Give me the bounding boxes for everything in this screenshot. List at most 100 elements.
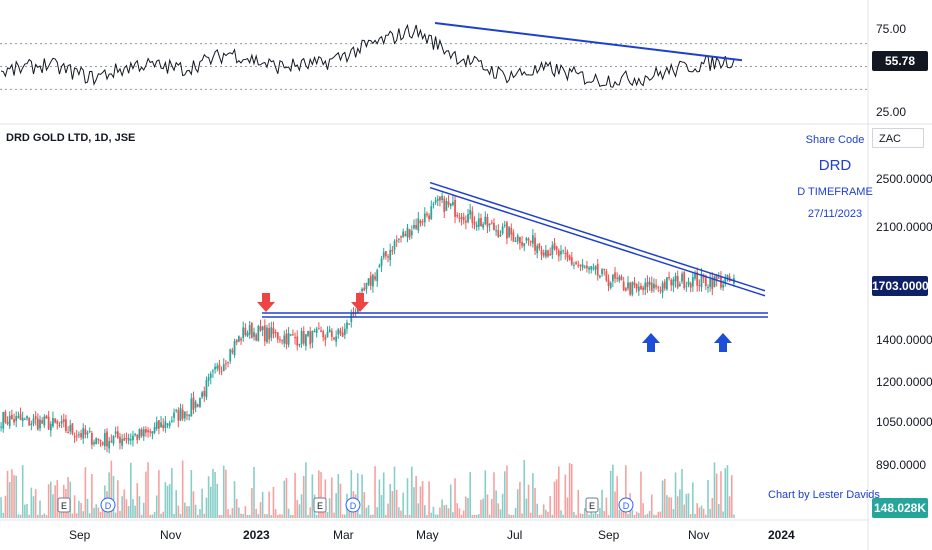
candle-body xyxy=(43,416,46,426)
volume-bar xyxy=(140,514,143,518)
volume-tag: 148.028K xyxy=(872,498,928,518)
volume-bar xyxy=(257,514,260,518)
volume-bar xyxy=(6,470,9,518)
candle-body xyxy=(365,282,368,289)
earnings-marker xyxy=(313,497,327,513)
volume-bar xyxy=(434,514,437,518)
candle-body xyxy=(642,287,645,291)
candle-body xyxy=(298,344,301,346)
candle-body xyxy=(406,227,409,238)
volume-bar xyxy=(47,484,50,518)
volume-bar xyxy=(50,481,52,518)
volume-bar xyxy=(119,510,121,518)
candle-body xyxy=(646,281,649,288)
volume-bar xyxy=(653,514,655,518)
candle-body xyxy=(201,392,204,398)
volume-bar xyxy=(8,482,11,518)
candle-body xyxy=(145,429,147,433)
candle-body xyxy=(410,230,413,236)
candle-body xyxy=(486,216,489,227)
currency-selector[interactable]: ZAC xyxy=(872,128,924,148)
candle-body xyxy=(521,242,523,246)
volume-bar xyxy=(523,460,526,518)
candle-body xyxy=(65,419,67,432)
candle-body xyxy=(635,283,638,289)
candle-body xyxy=(477,218,480,227)
candle-body xyxy=(523,243,526,247)
candle-body xyxy=(222,364,225,372)
volume-bar xyxy=(158,470,160,518)
candle-body xyxy=(330,330,333,337)
volume-bar xyxy=(11,469,13,518)
volume-bar xyxy=(307,514,309,518)
volume-bar xyxy=(612,464,614,518)
volume-bar xyxy=(194,504,197,518)
volume-bar xyxy=(473,514,476,518)
candle-body xyxy=(125,438,128,440)
candle-body xyxy=(309,331,312,345)
volume-bar xyxy=(328,498,331,518)
candle-body xyxy=(644,282,647,290)
candle-body xyxy=(668,276,670,279)
price-tick-2100: 2100.0000 xyxy=(876,220,932,234)
candle-body xyxy=(493,222,495,230)
volume-bar xyxy=(341,514,344,518)
candle-body xyxy=(419,220,422,224)
volume-bar xyxy=(322,509,324,518)
candle-body xyxy=(304,334,307,346)
candle-body xyxy=(661,283,664,293)
candle-body xyxy=(276,332,279,340)
volume-bar xyxy=(566,497,569,518)
candle-body xyxy=(441,195,443,200)
volume-bar xyxy=(432,506,435,518)
dividend-marker xyxy=(100,497,116,513)
candle-body xyxy=(164,421,167,429)
candle-body xyxy=(387,256,389,258)
volume-bar xyxy=(186,506,188,518)
candle-body xyxy=(6,421,9,424)
candle-body xyxy=(557,250,560,257)
symbol-title: DRD GOLD LTD, 1D, JSE xyxy=(6,132,136,144)
candle-body xyxy=(573,264,575,266)
volume-bar xyxy=(225,469,227,518)
volume-bar xyxy=(547,511,549,518)
candle-body xyxy=(23,418,26,420)
volume-bar xyxy=(709,508,711,518)
volume-bar xyxy=(171,468,173,518)
volume-bar xyxy=(344,514,346,518)
volume-bar xyxy=(54,485,56,518)
volume-bar xyxy=(350,470,353,518)
volume-bar xyxy=(216,484,219,518)
volume-bar xyxy=(436,514,439,518)
candle-body xyxy=(242,327,245,339)
candle-body xyxy=(590,266,593,270)
candle-body xyxy=(123,437,126,441)
candle-body xyxy=(445,201,448,211)
volume-bar xyxy=(298,504,301,518)
volume-bar xyxy=(270,514,273,518)
candle-body xyxy=(103,433,106,447)
volume-bar xyxy=(255,508,257,518)
event-marker-letter: E xyxy=(589,501,595,511)
candle-body xyxy=(624,288,627,291)
candle-body xyxy=(544,250,547,257)
volume-bar xyxy=(724,468,727,518)
volume-bar xyxy=(359,514,361,518)
volume-bar xyxy=(71,513,74,518)
volume-bar xyxy=(136,483,139,518)
candle-body xyxy=(607,279,610,286)
candle-body xyxy=(274,332,277,334)
candle-body xyxy=(147,430,149,433)
candle-body xyxy=(586,265,588,269)
volume-bar xyxy=(398,507,400,518)
candle-body xyxy=(160,422,162,428)
volume-bar xyxy=(395,489,398,518)
candle-body xyxy=(255,334,258,341)
volume-bar xyxy=(97,507,100,518)
candle-body xyxy=(547,250,549,257)
candle-body xyxy=(209,373,212,378)
candle-body xyxy=(134,434,137,436)
volume-bar xyxy=(281,514,283,518)
volume-bar xyxy=(484,470,487,518)
